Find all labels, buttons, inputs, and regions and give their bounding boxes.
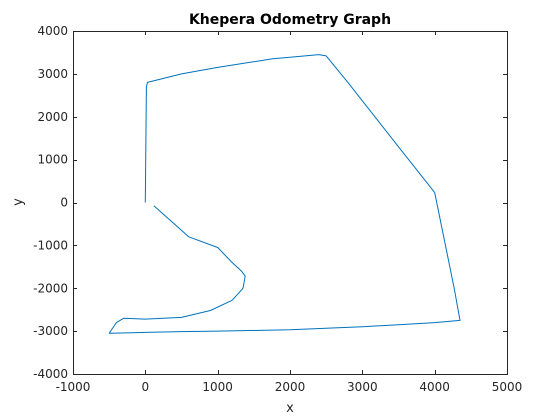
x-tick-label: -1000 (56, 380, 91, 394)
y-tick-label: -2000 (33, 281, 68, 295)
y-tick-label: 4000 (37, 24, 68, 38)
y-tick-label: 3000 (37, 67, 68, 81)
x-tick-label: 3000 (347, 380, 378, 394)
y-tick-label: 2000 (37, 110, 68, 124)
plot-area (73, 31, 507, 374)
y-tick-label: -1000 (33, 238, 68, 252)
x-tick-label: 1000 (202, 380, 233, 394)
x-axis-label: x (286, 401, 294, 416)
x-tick-label: 4000 (419, 380, 450, 394)
x-tick-label: 0 (142, 380, 150, 394)
y-axis-label: y (11, 198, 26, 206)
ticks-layer: -1000 0 1000 2000 3000 4000 5000 -4000 -3000 -200… (33, 24, 522, 394)
x-tick-label: 5000 (492, 380, 523, 394)
y-tick-label: -3000 (33, 324, 68, 338)
chart-title: Khepera Odometry Graph (189, 12, 391, 28)
y-tick-label: 1000 (37, 153, 68, 167)
y-tick-label: 0 (60, 196, 68, 210)
x-tick-label: 2000 (275, 380, 306, 394)
y-tick-label: -4000 (33, 367, 68, 381)
plot-frame (73, 31, 508, 375)
odometry-path-line (108, 54, 461, 334)
